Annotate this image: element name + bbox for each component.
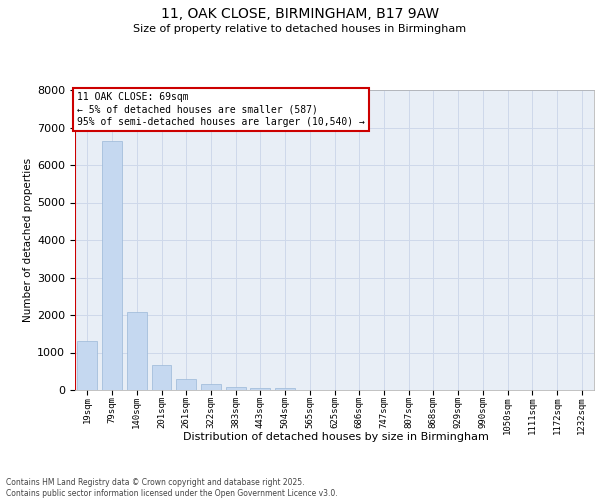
Text: 11 OAK CLOSE: 69sqm
← 5% of detached houses are smaller (587)
95% of semi-detach: 11 OAK CLOSE: 69sqm ← 5% of detached hou…	[77, 92, 365, 126]
Bar	[275, 388, 295, 390]
Text: Contains HM Land Registry data © Crown copyright and database right 2025.
Contai: Contains HM Land Registry data © Crown c…	[6, 478, 338, 498]
Bar	[226, 386, 245, 390]
Bar	[176, 379, 196, 390]
Bar	[102, 140, 122, 390]
Y-axis label: Number of detached properties: Number of detached properties	[23, 158, 33, 322]
Bar	[201, 384, 221, 390]
Text: Size of property relative to detached houses in Birmingham: Size of property relative to detached ho…	[133, 24, 467, 34]
Bar	[127, 312, 146, 390]
Bar	[152, 364, 172, 390]
Bar	[77, 340, 97, 390]
Text: Distribution of detached houses by size in Birmingham: Distribution of detached houses by size …	[183, 432, 489, 442]
Text: 11, OAK CLOSE, BIRMINGHAM, B17 9AW: 11, OAK CLOSE, BIRMINGHAM, B17 9AW	[161, 8, 439, 22]
Bar	[250, 388, 270, 390]
